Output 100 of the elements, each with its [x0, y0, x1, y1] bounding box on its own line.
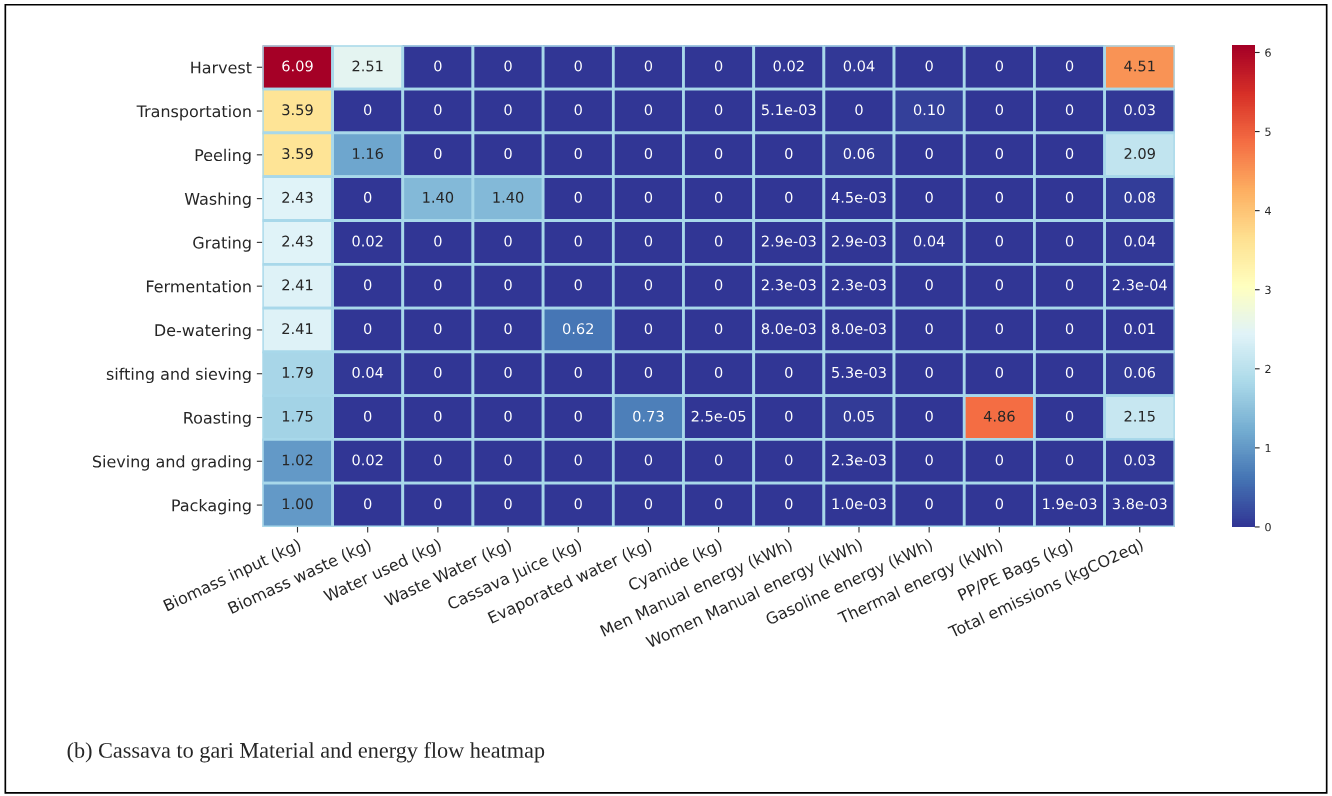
data-label: 0.73	[633, 410, 664, 422]
data-label: 0	[574, 279, 582, 291]
data-label: 0	[1065, 235, 1074, 247]
data-label: 0	[925, 366, 933, 378]
data-label: 0	[504, 148, 512, 160]
data-label: 1.79	[282, 366, 313, 378]
data-label: 0	[434, 104, 442, 116]
data-label: 1.75	[282, 410, 313, 422]
data-label: 0	[364, 323, 372, 335]
data-label: 0	[364, 498, 372, 510]
data-label: 3.59	[282, 148, 313, 160]
data-label: 0	[1065, 191, 1074, 203]
data-label: 0	[504, 323, 512, 335]
data-label: 0.06	[843, 148, 875, 160]
data-label: 0	[714, 60, 723, 72]
data-label: 0	[925, 323, 933, 335]
data-label: 0	[785, 498, 793, 510]
data-label: 0	[574, 148, 582, 160]
data-label: 6.09	[282, 60, 313, 72]
data-label: 0	[644, 454, 653, 466]
data-label: 1.0e-03	[832, 498, 886, 510]
y-tick-label: Harvest	[191, 61, 252, 74]
data-label: 0	[995, 104, 1004, 116]
data-label: 0	[995, 498, 1004, 510]
data-label: 0	[574, 498, 582, 510]
data-label: 0	[434, 279, 442, 291]
data-label: 0	[504, 60, 512, 72]
data-label: 1.16	[353, 148, 383, 160]
data-label: 0	[434, 498, 442, 510]
data-label: 0	[504, 279, 512, 291]
data-label: 0.03	[1124, 454, 1155, 466]
data-label: 0	[434, 148, 442, 160]
data-label: 0	[364, 191, 372, 203]
data-label: 0.01	[1124, 323, 1155, 335]
data-label: 2.3e-03	[832, 279, 886, 291]
y-tick-label: Peeling	[195, 148, 251, 165]
y-tick-label: Grating	[193, 236, 251, 252]
y-tick-label: Packaging	[172, 498, 251, 515]
data-label: 0	[714, 148, 723, 160]
data-label: 0	[785, 366, 793, 378]
data-label: 0	[574, 235, 582, 247]
data-label: 0	[574, 410, 582, 422]
data-label: 0	[644, 279, 653, 291]
data-label: 0	[855, 104, 863, 116]
data-label: 0.10	[913, 104, 945, 116]
data-label: 0	[1065, 148, 1074, 160]
data-label: 0	[644, 323, 653, 335]
data-label: 1.9e-03	[1043, 498, 1097, 510]
color-bar-label: 2	[1265, 364, 1271, 374]
data-label: 0	[995, 148, 1004, 160]
data-label: 0	[995, 366, 1004, 378]
data-label: 0	[714, 366, 723, 378]
data-label: 0	[434, 323, 442, 335]
data-label: 0	[714, 191, 723, 203]
data-label: 0	[574, 191, 582, 203]
data-label: 0	[925, 498, 933, 510]
data-label: 0	[995, 60, 1004, 72]
data-label: 2.09	[1124, 148, 1155, 160]
data-label: 0	[434, 60, 442, 72]
data-label: 2.5e-05	[691, 410, 746, 422]
data-label: 1.00	[282, 498, 313, 510]
text: (b) Cassava to gari Material and energy flow heatmap	[67, 742, 545, 763]
data-label: 0	[644, 366, 653, 378]
y-tick-label: sifting and sieving	[106, 367, 251, 384]
data-label: 0	[785, 191, 793, 203]
data-label: 1.02	[282, 454, 313, 466]
data-label: 0	[504, 410, 512, 422]
data-label: 0	[644, 104, 653, 116]
data-label: 3.59	[282, 104, 313, 116]
color-bar-label: 6	[1265, 48, 1271, 57]
data-label: 0.02	[352, 454, 383, 466]
data-label: 0.04	[1124, 235, 1156, 247]
color-bar-label: 4	[1265, 206, 1271, 215]
data-label: 0	[504, 366, 512, 378]
data-label: 2.41	[282, 323, 313, 334]
data-label: 0	[995, 323, 1004, 335]
data-label: 0.05	[843, 410, 874, 422]
color-bar-label: 5	[1265, 127, 1271, 136]
data-label: 1.40	[493, 191, 524, 203]
data-label: 0	[644, 148, 653, 160]
data-label: 0	[995, 454, 1004, 466]
data-label: 0	[644, 235, 653, 247]
y-tick-label: Transportation	[136, 104, 251, 121]
data-label: 0	[995, 191, 1004, 203]
data-label: 8.0e-03	[761, 323, 816, 335]
data-label: 2.9e-03	[832, 235, 886, 247]
data-label: 0	[644, 60, 653, 72]
data-label: 2.51	[352, 60, 383, 72]
data-label: 4.86	[983, 410, 1015, 422]
data-label: 0	[434, 410, 442, 422]
data-label: 0	[574, 454, 582, 466]
data-label: 0	[504, 454, 512, 466]
data-label: 0.04	[843, 60, 875, 72]
data-label: 0	[714, 323, 723, 335]
data-label: 0	[785, 148, 793, 160]
data-label: 0	[574, 366, 582, 378]
data-label: 0	[995, 235, 1004, 247]
data-label: 0	[995, 279, 1004, 291]
data-label: 0	[574, 60, 582, 72]
data-label: 0	[504, 235, 512, 247]
